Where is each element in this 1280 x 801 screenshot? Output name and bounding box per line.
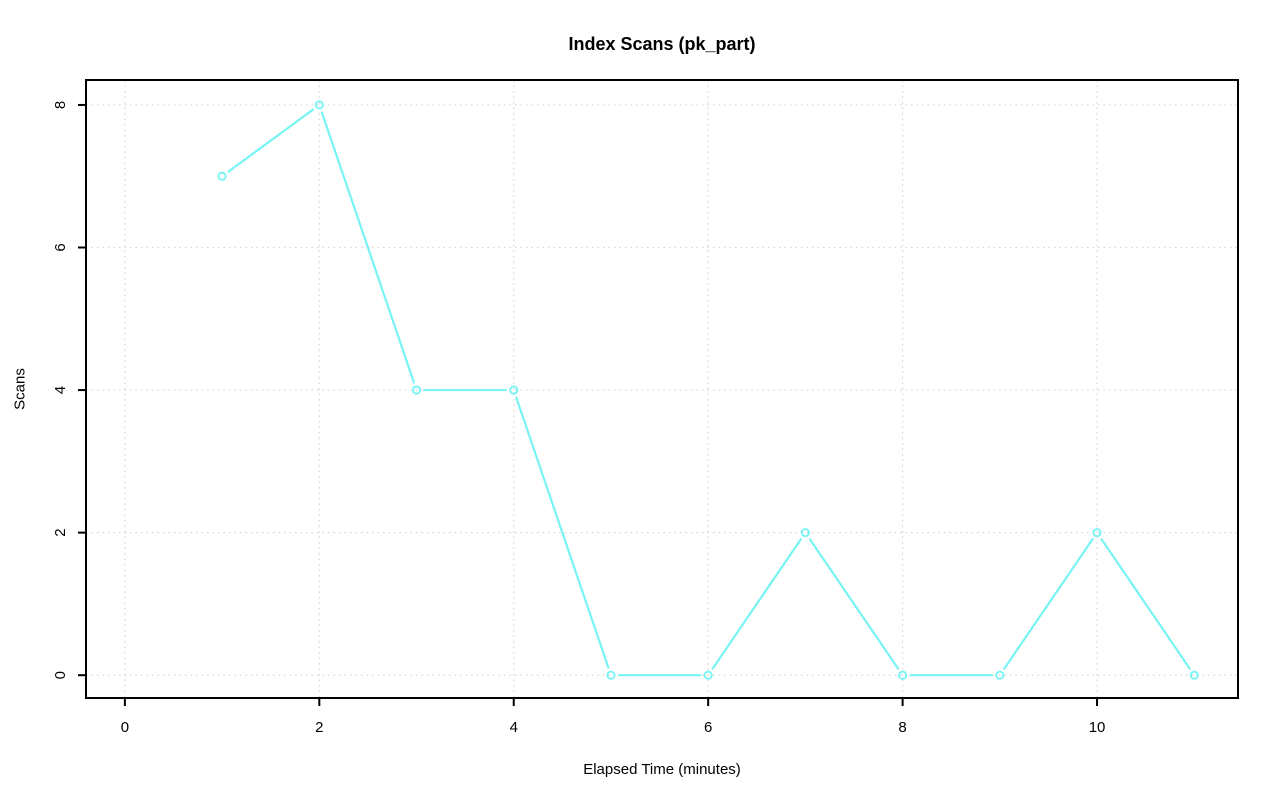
series-line-segment xyxy=(1100,538,1191,670)
data-point-marker xyxy=(703,670,713,680)
y-tick-label: 4 xyxy=(52,386,69,394)
x-tick-label: 2 xyxy=(315,719,323,736)
x-tick-label: 10 xyxy=(1089,719,1106,736)
series-line-segment xyxy=(1003,538,1094,670)
series-line-segment xyxy=(808,538,900,670)
data-point-marker xyxy=(314,100,324,110)
y-tick-label: 6 xyxy=(52,243,69,251)
data-point-marker xyxy=(995,670,1005,680)
x-tick-label: 6 xyxy=(704,719,712,736)
y-axis-title: Scans xyxy=(11,368,29,410)
series-line-segment xyxy=(515,396,610,669)
chart-title: Index Scans (pk_part) xyxy=(568,34,756,54)
series-line-segment xyxy=(711,538,802,670)
data-point-marker xyxy=(606,670,616,680)
x-tick-label: 4 xyxy=(510,719,518,736)
x-axis-title: Elapsed Time (minutes) xyxy=(583,761,741,778)
data-point-marker xyxy=(898,670,908,680)
y-tick-label: 2 xyxy=(52,528,69,536)
x-tick-label: 0 xyxy=(121,719,129,736)
data-point-marker xyxy=(1189,670,1199,680)
series-line-segment xyxy=(227,108,314,173)
series-line-segment xyxy=(320,111,416,384)
y-tick-label: 8 xyxy=(52,101,69,109)
data-point-marker xyxy=(411,385,422,395)
data-point-marker xyxy=(217,171,227,181)
data-point-marker xyxy=(800,528,810,538)
y-tick-label: 0 xyxy=(52,671,69,679)
x-tick-label: 8 xyxy=(898,719,906,736)
data-point-marker xyxy=(509,385,519,395)
plot-border xyxy=(85,79,1239,699)
data-point-marker xyxy=(1092,528,1102,538)
